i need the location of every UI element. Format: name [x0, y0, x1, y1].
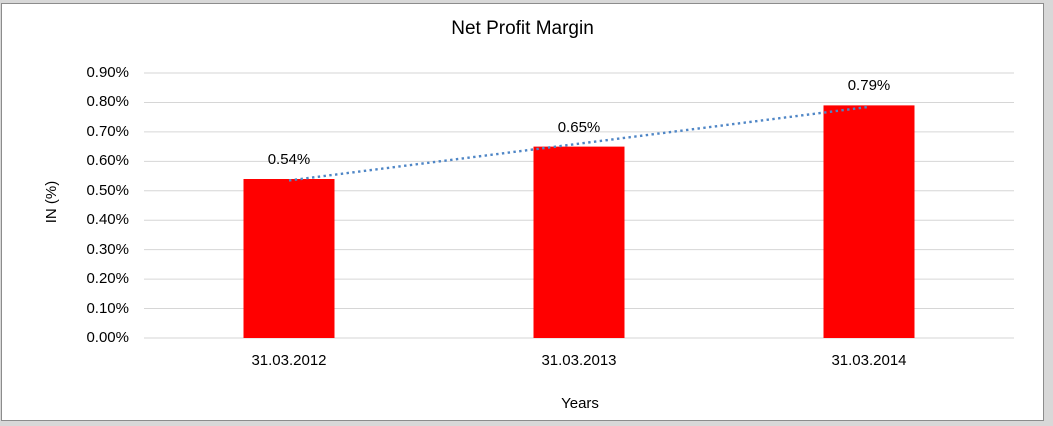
y-tick-label: 0.80%	[86, 93, 129, 111]
y-tick-label: 0.10%	[86, 299, 129, 317]
chart-title: Net Profit Margin	[451, 18, 594, 39]
x-category-label: 31.03.2014	[831, 352, 907, 369]
bar-31.03.2012[interactable]	[243, 179, 335, 338]
bar-31.03.2014[interactable]	[823, 105, 915, 338]
x-category-label: 31.03.2013	[541, 352, 617, 369]
x-category-label: 31.03.2012	[251, 352, 327, 369]
y-tick-label: 0.70%	[86, 122, 129, 140]
y-tick-label: 0.00%	[86, 329, 129, 346]
y-tick-label: 0.60%	[86, 152, 129, 170]
y-tick-label: 0.50%	[86, 181, 129, 199]
bar-value-label: 0.54%	[267, 151, 311, 168]
y-tick-label: 0.40%	[86, 211, 129, 229]
y-tick-label: 0.20%	[86, 270, 129, 288]
y-tick-label: 0.30%	[86, 240, 129, 258]
trendline[interactable]	[288, 105, 870, 182]
bar-value-label: 0.65%	[557, 118, 601, 136]
bar-value-label: 0.79%	[847, 77, 891, 95]
bar-31.03.2013[interactable]	[533, 146, 625, 338]
x-axis-title: Years	[561, 395, 599, 412]
y-tick-label: 0.90%	[86, 64, 129, 81]
chart-frame: Net Profit Margin IN (%) 0.00% 0.10% 0.20%…	[1, 3, 1044, 421]
plot-area	[144, 72, 1014, 339]
